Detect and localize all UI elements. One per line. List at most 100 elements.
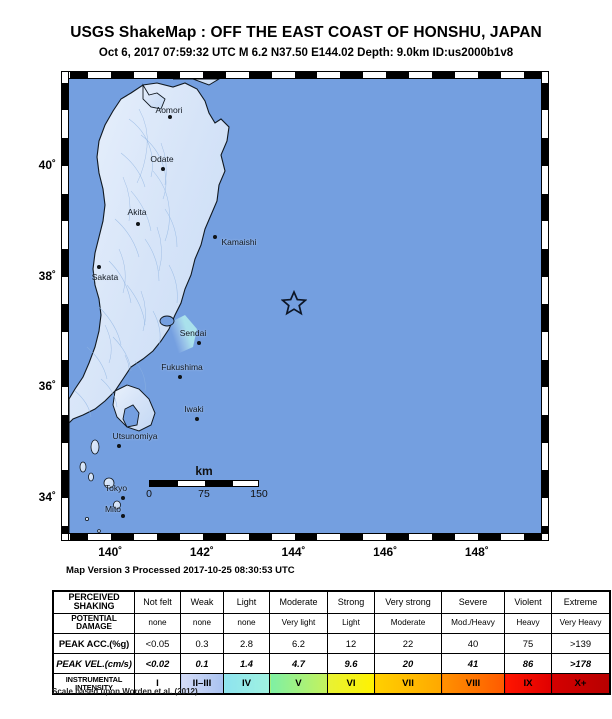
lat-tick-40: 40˚ [38, 157, 56, 172]
legend-cell: Very light [269, 612, 328, 635]
scale-track [149, 480, 259, 487]
legend-intensity-cell: VI [327, 673, 375, 695]
legend-row-potential-damage: POTENTIAL DAMAGE none none none Very ligh… [52, 612, 611, 635]
city-label-kamaishi: Kamaishi [221, 237, 257, 247]
lon-tick-140: 140˚ [98, 545, 123, 559]
city-label-odate: Odate [150, 154, 174, 164]
city-dot-mito [121, 514, 125, 518]
legend-cell: Not felt [134, 590, 181, 614]
shakemap-map[interactable]: Aomori Odate Akita Kamaishi Sakata Senda… [61, 71, 549, 541]
legend-cell: 22 [374, 633, 442, 655]
legend-cell: Moderate [374, 612, 442, 635]
lon-tick-144: 144˚ [281, 545, 306, 559]
legend-footnote: Scale based upon Worden et al. (2012) [52, 687, 198, 696]
lon-tick-142: 142˚ [189, 545, 214, 559]
legend-cell: none [180, 612, 224, 635]
legend-cell: 86 [504, 653, 552, 675]
lat-tick-34: 34˚ [38, 490, 56, 504]
city-dot-aomori [168, 115, 172, 119]
legend-cell: 9.6 [327, 653, 375, 675]
epicenter-star[interactable] [281, 290, 308, 316]
latitude-axis: 40˚ 38˚ 36˚ 34˚ [16, 71, 56, 541]
legend-row-instrumental-intensity: INSTRUMENTAL INTENSITY I II–III IV V VI V… [52, 673, 611, 695]
lat-tick-38: 38˚ [38, 268, 56, 283]
legend-cell: Heavy [504, 612, 552, 635]
scale-unit-label: km [195, 464, 213, 478]
lat-tick-36: 36˚ [38, 379, 56, 394]
map-header: USGS ShakeMap : OFF THE EAST COAST OF HO… [0, 0, 612, 59]
map-version-line: Map Version 3 Processed 2017-10-25 08:30… [66, 565, 295, 576]
lon-tick-148: 148˚ [464, 545, 489, 559]
city-label-sakata: Sakata [91, 272, 119, 282]
legend-cell: 12 [327, 633, 375, 655]
legend-intensity-cell: V [269, 673, 328, 695]
city-label-akita: Akita [127, 207, 147, 217]
map-frame-left [61, 71, 69, 541]
legend-rowhead-intensity: INSTRUMENTAL INTENSITY [52, 673, 135, 695]
event-summary: Oct 6, 2017 07:59:32 UTC M 6.2 N37.50 E1… [98, 47, 514, 59]
legend-cell: 6.2 [269, 633, 328, 655]
map-frame-top [61, 71, 549, 79]
legend-cell: 2.8 [223, 633, 270, 655]
legend-cell: 40 [441, 633, 505, 655]
legend-row-peak-velocity: PEAK VEL.(cm/s) <0.02 0.1 1.4 4.7 9.6 20… [52, 653, 611, 675]
legend-cell: 0.3 [180, 633, 224, 655]
legend-rowhead-peak-acc: PEAK ACC.(%g) [52, 633, 135, 655]
scale-tick-150: 150 [250, 488, 268, 500]
city-dot-sakata [97, 265, 101, 269]
legend-intensity-cell: IV [223, 673, 270, 695]
map-canvas[interactable]: Aomori Odate Akita Kamaishi Sakata Senda… [69, 79, 541, 533]
scale-tick-labels: 0 75 150 [146, 488, 268, 500]
legend-cell: Very strong [374, 590, 442, 614]
legend-row-peak-acceleration: PEAK ACC.(%g) <0.05 0.3 2.8 6.2 12 22 40… [52, 633, 611, 655]
legend-cell: Light [223, 590, 270, 614]
map-frame-bottom [61, 533, 549, 541]
legend-cell: >178 [551, 653, 611, 675]
legend-cell: >139 [551, 633, 611, 655]
city-label-iwaki: Iwaki [184, 404, 204, 414]
city-dot-kamaishi [213, 235, 217, 239]
city-label-aomori: Aomori [155, 105, 183, 115]
city-dot-fukushima [178, 375, 182, 379]
city-label-fukushima: Fukushima [161, 362, 203, 372]
legend-cell: none [134, 612, 181, 635]
scale-tick-0: 0 [146, 488, 152, 500]
city-label-mito: Mito [104, 504, 122, 514]
legend-cell: 75 [504, 633, 552, 655]
city-dot-iwaki [195, 417, 199, 421]
legend-row-perceived-shaking: PERCEIVED SHAKING Not felt Weak Light Mod… [52, 590, 611, 614]
legend-cell: 20 [374, 653, 442, 675]
legend-cell: Weak [180, 590, 224, 614]
scale-bar: km 0 75 150 [144, 464, 268, 500]
city-label-sendai: Sendai [179, 328, 207, 338]
legend-cell: Mod./Heavy [441, 612, 505, 635]
scale-tick-75: 75 [198, 488, 210, 500]
legend-cell: 1.4 [223, 653, 270, 675]
lon-tick-146: 146˚ [373, 545, 398, 559]
city-label-tokyo: Tokyo [104, 483, 128, 493]
city-dot-sendai [197, 341, 201, 345]
intensity-legend-table: PERCEIVED SHAKING Not felt Weak Light Mod… [52, 590, 611, 696]
legend-intensity-cell: IX [504, 673, 552, 695]
legend-intensity-cell: X+ [551, 673, 611, 695]
page-title: USGS ShakeMap : OFF THE EAST COAST OF HO… [70, 24, 542, 41]
city-dot-tokyo [121, 496, 125, 500]
legend-cell: 4.7 [269, 653, 328, 675]
city-dot-odate [161, 167, 165, 171]
legend-cell: 41 [441, 653, 505, 675]
legend-intensity-cell: VII [374, 673, 442, 695]
map-frame-right [541, 71, 549, 541]
legend-cell: Violent [504, 590, 552, 614]
legend-cell: <0.05 [134, 633, 181, 655]
legend-rowhead-peak-vel: PEAK VEL.(cm/s) [52, 653, 135, 675]
legend-cell: Moderate [269, 590, 328, 614]
legend-cell: Severe [441, 590, 505, 614]
city-label-utsunomiya: Utsunomiya [112, 431, 158, 441]
legend-intensity-cell: VIII [441, 673, 505, 695]
legend-cell: <0.02 [134, 653, 181, 675]
legend-cell: 0.1 [180, 653, 224, 675]
legend-rowhead-potential-damage: POTENTIAL DAMAGE [52, 612, 135, 635]
city-dot-utsunomiya [117, 444, 121, 448]
legend-cell: Extreme [551, 590, 611, 614]
legend-cell: Light [327, 612, 375, 635]
